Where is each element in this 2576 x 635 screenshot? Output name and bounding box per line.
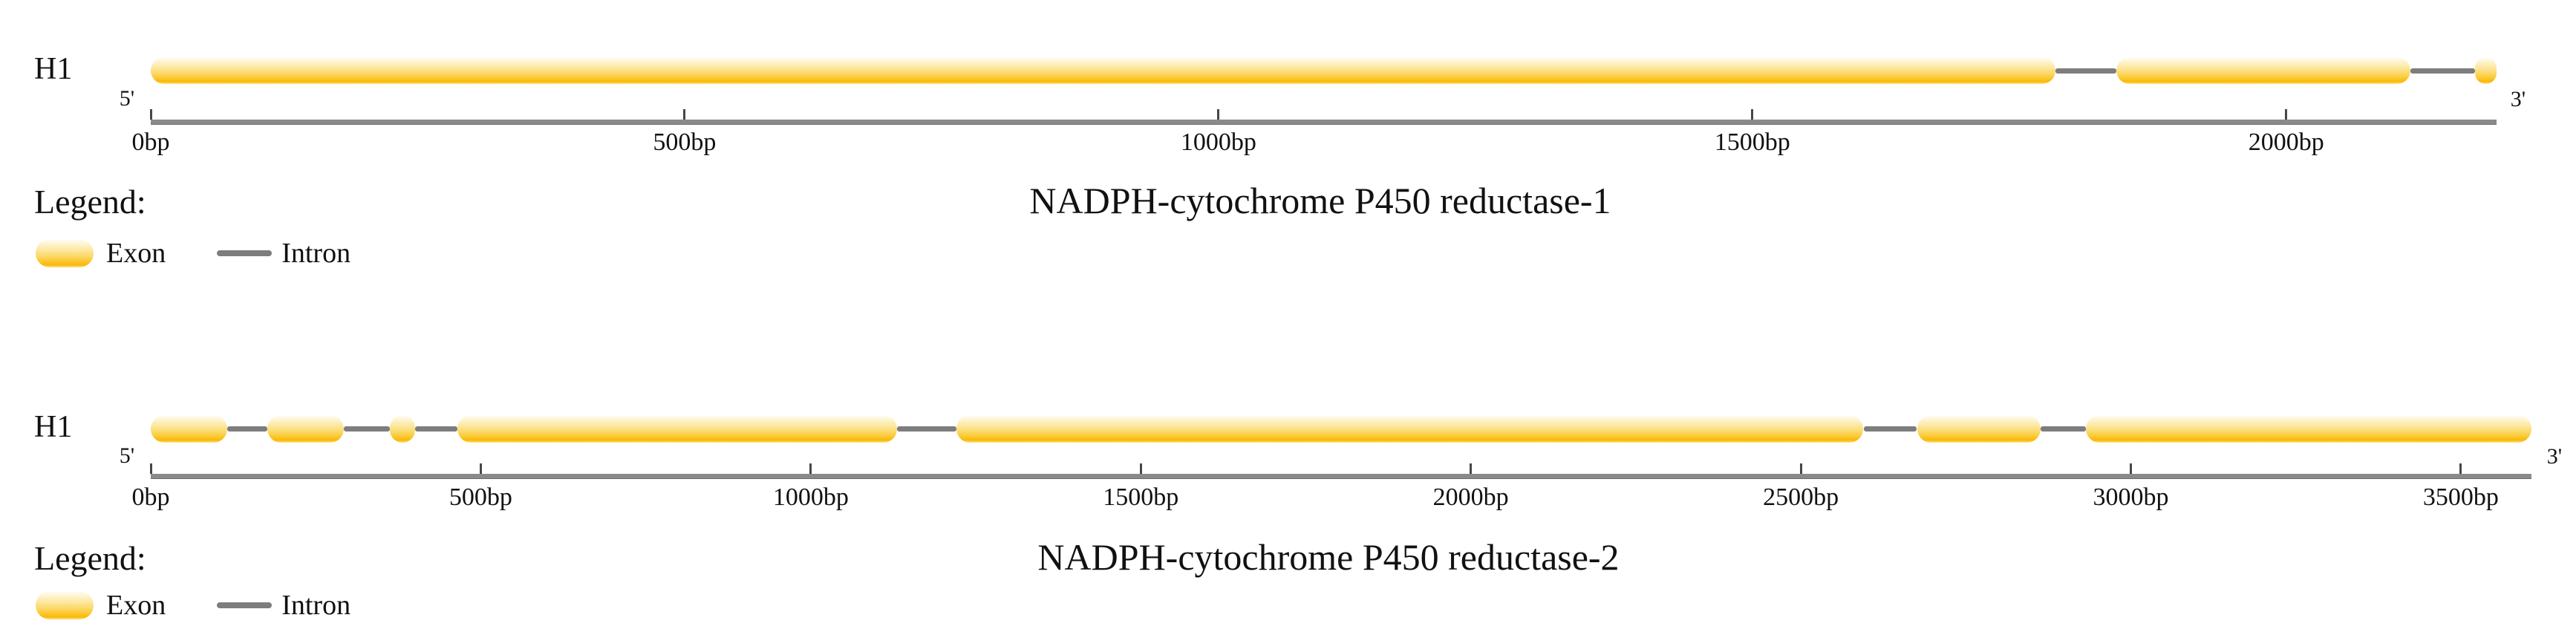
axis-tick-label: 0bp: [131, 483, 170, 511]
five-prime-label: 5': [119, 443, 135, 468]
axis-tick: [683, 109, 686, 120]
axis-tick-label: 500bp: [653, 128, 717, 156]
three-prime-label: 3': [2546, 444, 2563, 469]
axis-tick-label: 2000bp: [1432, 483, 1509, 511]
intron-line-icon: [217, 250, 273, 256]
axis-tick-label: 500bp: [449, 483, 512, 511]
axis-line: [151, 120, 2497, 125]
axis-tick: [479, 463, 482, 474]
axis-tick: [1751, 109, 1754, 120]
legend-heading: Legend:: [34, 539, 146, 577]
axis-tick: [149, 463, 152, 474]
exon-feature: [956, 414, 1864, 443]
intron-feature: [415, 426, 458, 432]
legend-heading: Legend:: [34, 183, 146, 221]
exon-swatch-icon: [36, 591, 94, 619]
intron-feature: [344, 426, 390, 432]
five-prime-label: 5': [119, 86, 135, 111]
axis-tick: [2129, 463, 2132, 474]
intron-feature: [227, 426, 268, 432]
exon-feature: [457, 414, 898, 443]
axis-tick-label: 1000bp: [772, 483, 849, 511]
intron-line-icon: [217, 602, 273, 608]
axis-tick-label: 3000bp: [2093, 483, 2169, 511]
legend-items: Exon Intron: [36, 237, 350, 270]
axis-tick-label: 0bp: [131, 128, 170, 156]
axis-tick: [2459, 463, 2462, 474]
axis-tick: [1799, 463, 1802, 474]
legend-exon-label: Exon: [106, 238, 166, 269]
axis-tick: [1470, 463, 1473, 474]
exon-feature: [2086, 414, 2531, 443]
exon-feature: [2475, 57, 2497, 84]
axis-tick-label: 1500bp: [1103, 483, 1179, 511]
legend-exon-label: Exon: [106, 590, 166, 621]
axis-tick-label: 2000bp: [2248, 128, 2324, 156]
axis-line: [151, 474, 2531, 479]
axis-tick-label: 3500bp: [2422, 483, 2499, 511]
three-prime-label: 3': [2510, 87, 2526, 111]
axis-tick: [2285, 109, 2288, 120]
exon-feature: [151, 57, 2056, 84]
intron-feature: [2055, 68, 2117, 74]
exon-feature: [267, 414, 345, 443]
gene-title: NADPH-cytochrome P450 reductase-2: [1037, 536, 1620, 578]
intron-feature: [1863, 426, 1917, 432]
axis-tick-label: 1000bp: [1180, 128, 1256, 156]
intron-feature: [2410, 68, 2476, 74]
exon-feature: [1917, 414, 2041, 443]
axis-tick: [149, 109, 152, 120]
exon-feature: [2116, 57, 2410, 84]
track-label: H1: [34, 52, 73, 87]
axis-tick-label: 1500bp: [1714, 128, 1790, 156]
legend-items: Exon Intron: [36, 589, 350, 622]
axis-tick-label: 2500bp: [1763, 483, 1839, 511]
legend-intron-label: Intron: [281, 590, 351, 621]
axis-tick: [1139, 463, 1142, 474]
legend-intron-label: Intron: [281, 238, 351, 269]
gene-title: NADPH-cytochrome P450 reductase-1: [1029, 180, 1611, 221]
exon-swatch-icon: [36, 239, 94, 267]
exon-feature: [151, 414, 228, 443]
exon-feature: [389, 414, 416, 443]
axis-tick: [1217, 109, 1220, 120]
axis-tick: [809, 463, 812, 474]
intron-feature: [897, 426, 957, 432]
intron-feature: [2040, 426, 2087, 432]
track-label: H1: [34, 410, 73, 445]
